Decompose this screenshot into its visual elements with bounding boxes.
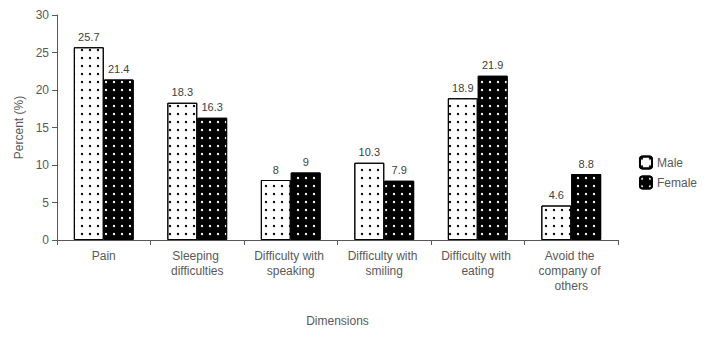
svg-text:10: 10 bbox=[36, 158, 50, 172]
svg-text:25: 25 bbox=[36, 46, 50, 60]
svg-text:Pain: Pain bbox=[92, 249, 116, 263]
svg-text:8.8: 8.8 bbox=[579, 158, 594, 170]
svg-text:21.9: 21.9 bbox=[482, 59, 503, 71]
svg-text:Difficulty with: Difficulty with bbox=[254, 249, 327, 263]
svg-text:Percent (%): Percent (%) bbox=[12, 96, 26, 159]
svg-text:20: 20 bbox=[36, 83, 50, 97]
svg-text:18.9: 18.9 bbox=[452, 82, 473, 94]
svg-text:8: 8 bbox=[273, 164, 279, 176]
svg-text:16.3: 16.3 bbox=[201, 101, 222, 113]
svg-text:eating: eating bbox=[461, 264, 494, 278]
svg-text:company of: company of bbox=[539, 264, 604, 278]
svg-text:others: others bbox=[555, 279, 588, 293]
svg-text:smiling: smiling bbox=[366, 264, 403, 278]
svg-text:Female: Female bbox=[657, 176, 697, 190]
svg-text:Difficulty with: Difficulty with bbox=[441, 249, 514, 263]
svg-text:30: 30 bbox=[36, 8, 50, 22]
svg-text:difficulties: difficulties bbox=[171, 264, 223, 278]
svg-text:21.4: 21.4 bbox=[108, 63, 129, 75]
svg-text:18.3: 18.3 bbox=[172, 86, 193, 98]
svg-text:5: 5 bbox=[42, 196, 49, 210]
svg-text:Sleeping: Sleeping bbox=[172, 249, 222, 263]
svg-text:speaking: speaking bbox=[267, 264, 315, 278]
svg-text:15: 15 bbox=[36, 121, 50, 135]
svg-text:7.9: 7.9 bbox=[392, 164, 407, 176]
svg-text:10.3: 10.3 bbox=[359, 146, 380, 158]
svg-text:0: 0 bbox=[42, 233, 49, 247]
svg-text:Male: Male bbox=[657, 156, 683, 170]
svg-text:9: 9 bbox=[303, 156, 309, 168]
svg-text:4.6: 4.6 bbox=[549, 189, 564, 201]
svg-text:25.7: 25.7 bbox=[78, 31, 99, 43]
svg-text:Difficulty with: Difficulty with bbox=[348, 249, 421, 263]
svg-text:Dimensions: Dimensions bbox=[306, 314, 369, 328]
svg-text:Avoid the: Avoid the bbox=[545, 249, 598, 263]
